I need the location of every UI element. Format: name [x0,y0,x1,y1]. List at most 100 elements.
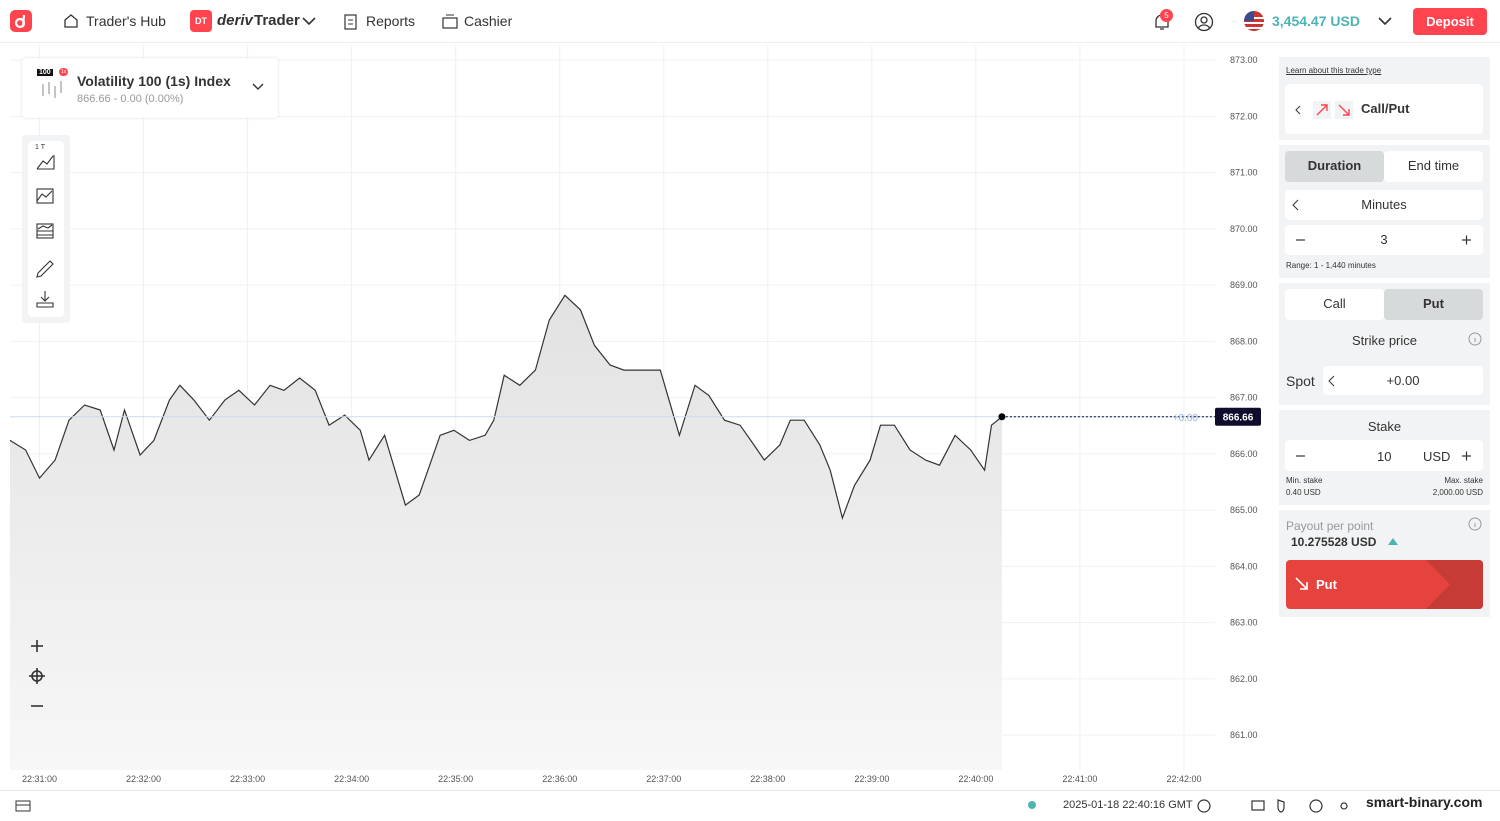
price-box-label: 866.66 [1223,412,1254,423]
purchase-button[interactable]: Put [1286,560,1483,609]
y-tick-label: 870.00 [1230,224,1258,234]
price-line [9,294,1003,521]
chevron-left[interactable] [1291,199,1301,211]
y-tick-label: 867.00 [1230,393,1258,403]
y-tick-label: 873.00 [1230,55,1258,65]
toolbar-icons[interactable] [28,141,64,317]
symbol-icon [42,81,62,98]
notification-count: 5 [1160,9,1173,22]
max-stake: 2,000.00 USD [1432,488,1483,497]
stake-input[interactable] [1285,440,1483,471]
max-stake-label: Max. stake [1444,476,1483,485]
toolbar-panel: 1 T [28,141,64,317]
zoom-controls[interactable] [26,635,48,717]
x-tick-label: 22:39:00 [854,774,889,784]
spot-dot [998,413,1006,421]
spot-input[interactable]: +0.00 [1323,366,1483,395]
x-tick-label: 22:36:00 [542,774,577,784]
footer: 2025-01-18 22:40:16 GMT smart-binary.com [0,790,1500,821]
symbol-badge-sub: 1s [59,68,69,76]
x-tick-label: 22:38:00 [750,774,785,784]
x-tick-label: 22:33:00 [230,774,265,784]
chevron[interactable] [251,82,265,92]
reports-icon [344,14,357,30]
trade-type-section: Learn about this trade type Call/Put [1279,57,1490,140]
payout-value: 10.275528 USD [1291,535,1377,549]
symbol-quote: 866.66 - 0.00 (0.00%) [77,93,184,105]
duration-section: Duration End time Minutes 3 Range: 1 - 1… [1279,145,1490,278]
balance[interactable]: 3,454.47 USD [1272,13,1360,29]
put-tab[interactable]: Put [1384,289,1483,320]
chevron[interactable] [301,15,317,27]
stake-label: Stake [1367,419,1402,434]
y-tick-label: 872.00 [1230,111,1258,121]
chart: +0.00 866.66 861.00 862.00 863.00 864.00 865.0… [9,45,1261,784]
purchase-label[interactable]: Put [1316,577,1337,592]
x-tick-label: 22:41:00 [1062,774,1097,784]
flag-icon [1244,11,1264,31]
y-tick-label: 864.00 [1230,561,1258,571]
x-tick-label: 22:40:00 [958,774,993,784]
y-tick-label: 871.00 [1230,168,1258,178]
app-brand[interactable]: deriv [217,12,253,29]
app-badge: DT [190,10,212,32]
symbol-card[interactable]: 100 1s Volatility 100 (1s) Index 866.66 … [22,58,278,118]
stake-value[interactable]: 10 [1377,449,1392,464]
trade-type: Call/Put [1361,101,1410,116]
stake-section: Stake 10 USD Min. stake 0.40 USD Max. st… [1279,410,1490,505]
header: Trader's Hub DT deriv Trader Reports Cas… [0,0,1500,43]
status-dot [1028,801,1036,809]
info-icon[interactable] [1468,332,1482,346]
x-tick-label: 22:37:00 [646,774,681,784]
y-tick-label: 868.00 [1230,336,1258,346]
button-art [1295,560,1483,609]
min-stake-label: Min. stake [1286,476,1323,485]
x-tick-label: 22:32:00 [126,774,161,784]
server-time: 2025-01-18 22:40:16 GMT [1063,799,1193,811]
purchase-section: Payout per point 10.275528 USD Put [1279,510,1490,617]
steppers[interactable] [1295,233,1475,247]
spot-label: Spot [1286,373,1315,389]
y-tick-label: 861.00 [1230,730,1258,740]
call-tab[interactable]: Call [1285,289,1384,320]
unit-selector[interactable]: Minutes [1285,190,1483,220]
chart-toolbar: 1 T [22,135,70,323]
duration-input[interactable]: 3 [1285,225,1483,255]
barrier-label: +0.00 [1173,413,1199,424]
learn-link[interactable]: Learn about this trade type [1286,66,1382,75]
reports[interactable]: Reports [366,13,416,29]
price-area [10,295,1002,770]
interval-label[interactable]: 1 T [35,144,45,151]
y-tick-label: 866.00 [1230,449,1258,459]
strike-label: Strike price [1351,333,1418,348]
footer-icons[interactable] [1195,797,1355,815]
cashier-icon [442,14,458,29]
duration-tab[interactable]: Duration [1285,151,1384,182]
y-tick-label: 865.00 [1230,505,1258,515]
logo[interactable] [10,10,32,32]
symbol-name: Volatility 100 (1s) Index [77,73,231,89]
app-name[interactable]: Trader [254,12,300,29]
chevron[interactable] [1377,15,1393,27]
x-tick-label: 22:42:00 [1166,774,1201,784]
deposit-button[interactable]: Deposit [1413,8,1487,35]
price-box [1215,407,1261,426]
account-icon[interactable] [1194,12,1214,32]
traders-hub[interactable]: Trader's Hub [86,13,166,29]
info-icon[interactable] [1468,517,1482,531]
trade-type-card[interactable]: Call/Put [1285,84,1483,134]
end-time-tab[interactable]: End time [1384,151,1483,182]
y-tick-label: 862.00 [1230,674,1258,684]
steppers[interactable] [1295,449,1475,463]
y-tick-label: 863.00 [1230,618,1258,628]
range-note: Range: 1 - 1,440 minutes [1286,261,1376,270]
chevron-left[interactable] [1327,375,1337,387]
min-stake: 0.40 USD [1286,488,1321,497]
payout-trend [1388,538,1398,545]
home-icon [64,14,78,28]
cashier[interactable]: Cashier [464,13,513,29]
trade-type-icons [1295,101,1353,119]
y-tick-label: 869.00 [1230,280,1258,290]
positions-icon[interactable] [15,798,31,812]
